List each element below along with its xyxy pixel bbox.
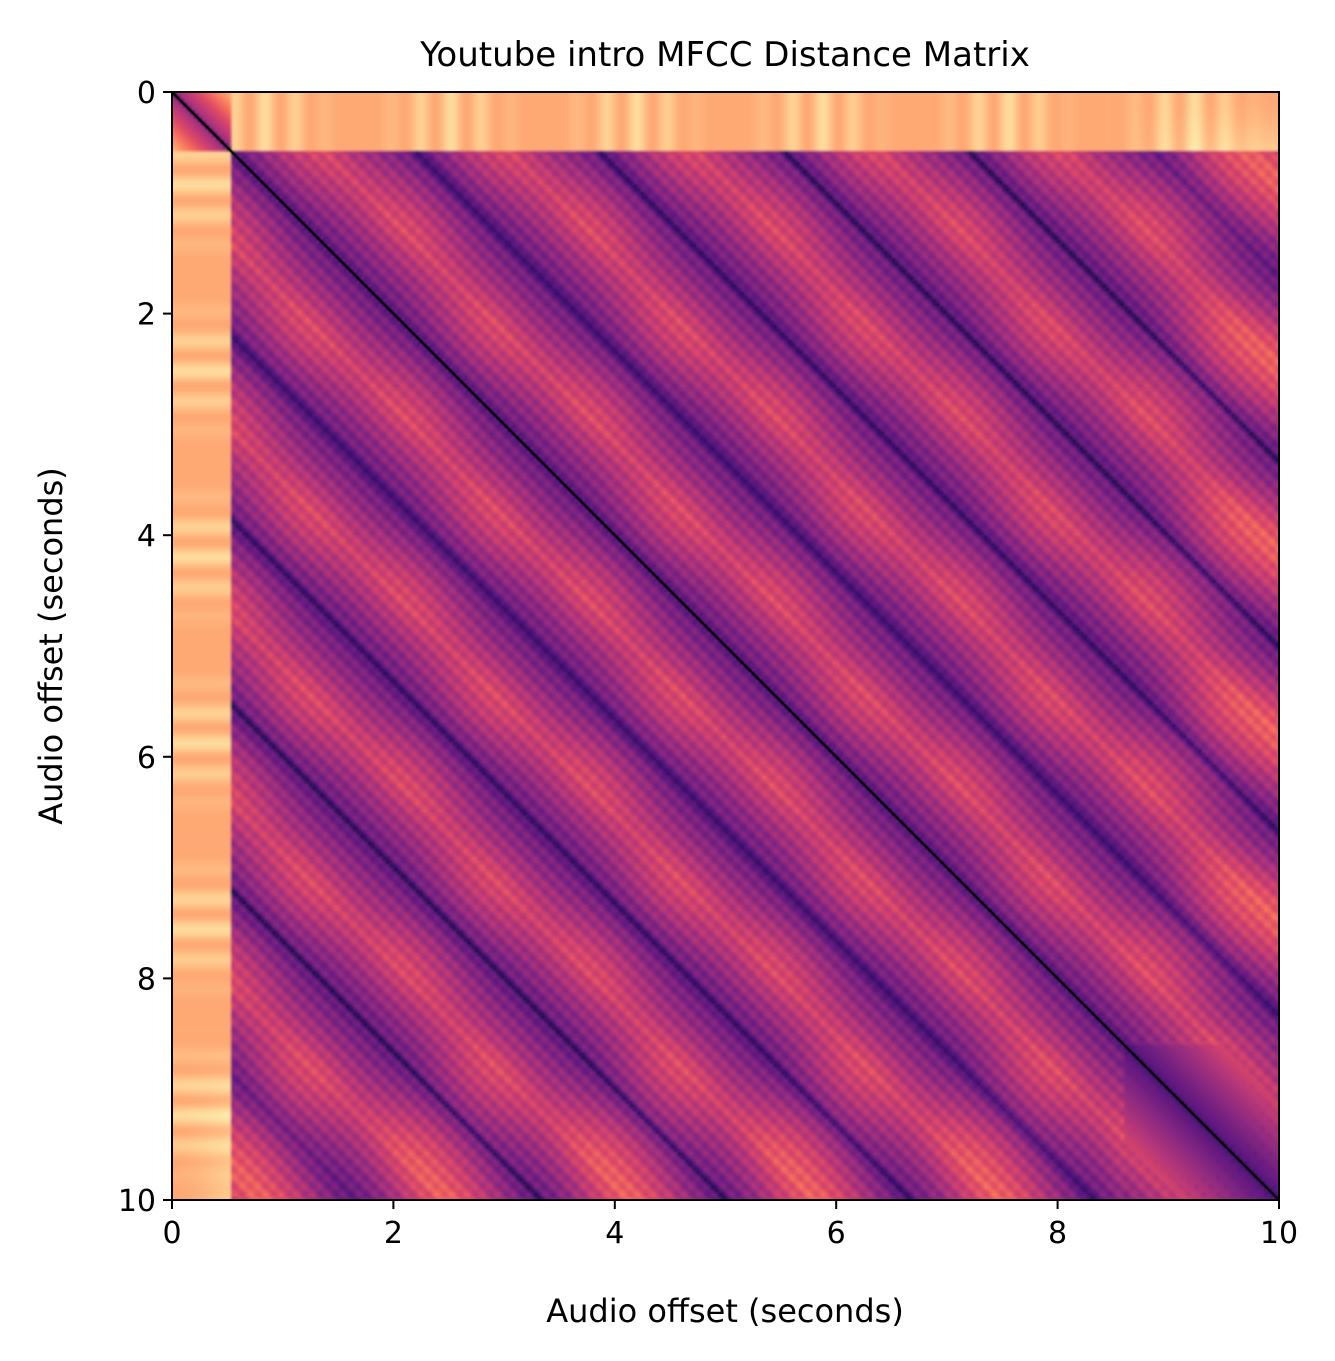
y-tick-label: 10 [118,1184,156,1219]
x-axis-label: Audio offset (seconds) [546,1292,904,1330]
y-axis-label: Audio offset (seconds) [32,467,70,825]
x-tick-label: 2 [384,1216,403,1251]
y-axis-ticks: 0 2 4 6 8 10 [118,76,172,1219]
x-tick-label: 10 [1260,1216,1298,1251]
heatmap-image [172,92,1279,1200]
x-tick-label: 0 [162,1216,181,1251]
y-tick-label: 2 [137,298,156,333]
x-tick-label: 8 [1048,1216,1067,1251]
y-tick-label: 6 [137,741,156,776]
chart-title: Youtube intro MFCC Distance Matrix [419,35,1030,75]
x-tick-label: 4 [605,1216,624,1251]
x-tick-label: 6 [827,1216,846,1251]
y-tick-label: 8 [137,962,156,997]
plot-frame [171,91,1280,1201]
x-axis-ticks: 0 2 4 6 8 10 [162,1200,1298,1251]
y-tick-label: 0 [137,76,156,111]
y-tick-label: 4 [137,519,156,554]
